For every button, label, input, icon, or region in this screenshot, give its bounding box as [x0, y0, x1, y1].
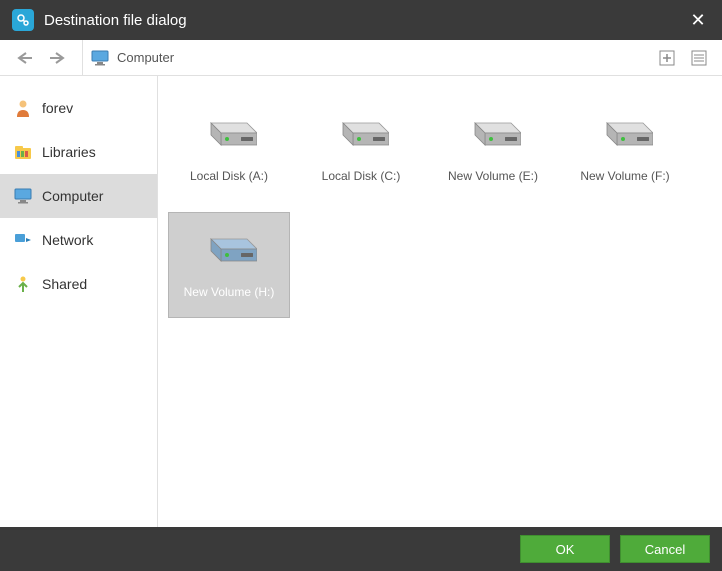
- drive-label: New Volume (E:): [448, 169, 538, 183]
- close-button[interactable]: ✕: [686, 10, 710, 31]
- sidebar: forev Libraries Computer Network Shared: [0, 76, 158, 527]
- drive-label: New Volume (F:): [580, 169, 669, 183]
- drive-item[interactable]: Local Disk (C:): [300, 96, 422, 202]
- drive-item[interactable]: New Volume (E:): [432, 96, 554, 202]
- sidebar-item-forev[interactable]: forev: [0, 86, 157, 130]
- window-title: Destination file dialog: [44, 12, 686, 29]
- address-text: Computer: [117, 50, 174, 65]
- library-icon: [14, 143, 32, 161]
- drive-grid: Local Disk (A:) Local Disk (C:) New Volume…: [158, 76, 722, 527]
- sidebar-item-label: Network: [42, 232, 93, 248]
- computer-icon: [14, 187, 32, 205]
- titlebar: Destination file dialog ✕: [0, 0, 722, 40]
- sidebar-item-label: forev: [42, 100, 73, 116]
- drive-icon: [201, 231, 257, 271]
- cancel-button[interactable]: Cancel: [620, 535, 710, 563]
- dialog-body: forev Libraries Computer Network Shared Loca…: [0, 76, 722, 527]
- sidebar-item-label: Libraries: [42, 144, 96, 160]
- sidebar-item-shared[interactable]: Shared: [0, 262, 157, 306]
- drive-label: New Volume (H:): [184, 285, 275, 299]
- sidebar-item-libraries[interactable]: Libraries: [0, 130, 157, 174]
- drive-item[interactable]: Local Disk (A:): [168, 96, 290, 202]
- drive-item[interactable]: New Volume (F:): [564, 96, 686, 202]
- back-button[interactable]: [10, 44, 38, 72]
- user-icon: [14, 99, 32, 117]
- ok-button[interactable]: OK: [520, 535, 610, 563]
- drive-label: Local Disk (C:): [322, 169, 401, 183]
- footer: OK Cancel: [0, 527, 722, 571]
- computer-icon: [91, 50, 109, 66]
- network-icon: [14, 231, 32, 249]
- address-bar[interactable]: Computer: [82, 40, 648, 75]
- sidebar-item-label: Computer: [42, 188, 103, 204]
- drive-label: Local Disk (A:): [190, 169, 268, 183]
- view-list-button[interactable]: [686, 45, 712, 71]
- sidebar-item-label: Shared: [42, 276, 87, 292]
- drive-item[interactable]: New Volume (H:): [168, 212, 290, 318]
- app-icon: [12, 9, 34, 31]
- sidebar-item-computer[interactable]: Computer: [0, 174, 157, 218]
- drive-icon: [201, 115, 257, 155]
- drive-icon: [465, 115, 521, 155]
- forward-button[interactable]: [44, 44, 72, 72]
- shared-icon: [14, 275, 32, 293]
- toolbar: Computer: [0, 40, 722, 76]
- drive-icon: [333, 115, 389, 155]
- new-folder-button[interactable]: [654, 45, 680, 71]
- drive-icon: [597, 115, 653, 155]
- sidebar-item-network[interactable]: Network: [0, 218, 157, 262]
